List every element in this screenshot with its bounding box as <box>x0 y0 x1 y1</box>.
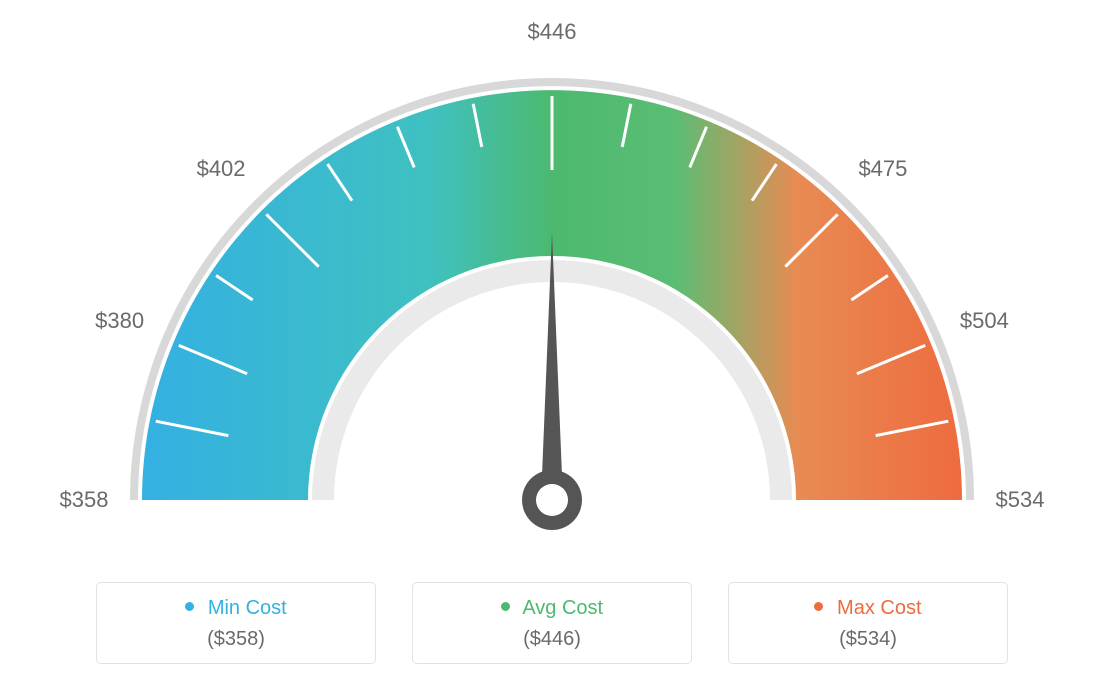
legend-card-avg: Avg Cost ($446) <box>412 582 692 664</box>
gauge-scale-label: $358 <box>60 487 109 513</box>
cost-gauge-chart: $358 $380 $402 $446 $475 $504 $534 <box>0 0 1104 560</box>
dot-icon <box>501 602 510 611</box>
gauge-scale-label: $402 <box>197 156 246 182</box>
legend-row: Min Cost ($358) Avg Cost ($446) Max Cost… <box>0 582 1104 664</box>
dot-icon <box>814 602 823 611</box>
legend-card-min: Min Cost ($358) <box>96 582 376 664</box>
legend-title-min: Min Cost <box>97 597 375 620</box>
gauge-scale-label: $380 <box>95 308 144 334</box>
gauge-scale-label: $504 <box>960 308 1009 334</box>
legend-value-max: ($534) <box>729 628 1007 651</box>
legend-label-max: Max Cost <box>837 597 921 619</box>
legend-card-max: Max Cost ($534) <box>728 582 1008 664</box>
gauge-scale-label: $534 <box>996 487 1045 513</box>
gauge-scale-label: $475 <box>858 156 907 182</box>
gauge-svg <box>0 0 1104 560</box>
legend-label-avg: Avg Cost <box>522 597 603 619</box>
gauge-scale-label: $446 <box>528 19 577 45</box>
legend-title-max: Max Cost <box>729 597 1007 620</box>
legend-title-avg: Avg Cost <box>413 597 691 620</box>
legend-label-min: Min Cost <box>208 597 287 619</box>
dot-icon <box>185 602 194 611</box>
legend-value-avg: ($446) <box>413 628 691 651</box>
legend-value-min: ($358) <box>97 628 375 651</box>
